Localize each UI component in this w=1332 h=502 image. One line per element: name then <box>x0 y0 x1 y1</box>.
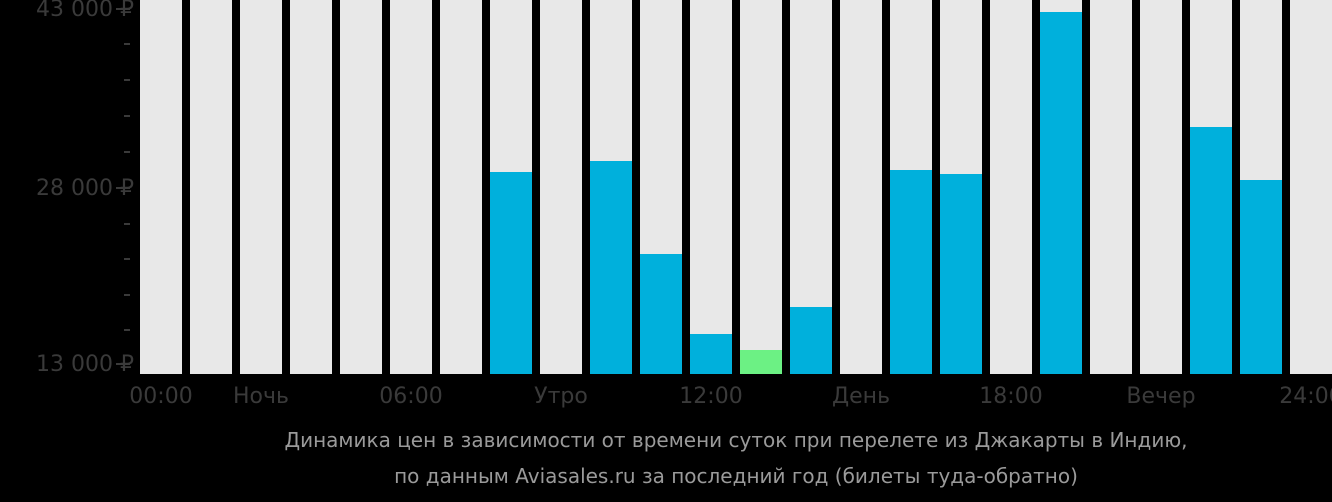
x-tick-label: Ночь <box>233 384 289 409</box>
y-major-tick <box>116 363 130 365</box>
y-tick-label: 43 000 ₽ <box>36 0 134 22</box>
bar-hour-08[interactable] <box>540 0 582 374</box>
bar-hour-04[interactable] <box>340 0 382 374</box>
x-tick-label: 18:00 <box>979 384 1043 409</box>
x-tick-label: 00:00 <box>129 384 193 409</box>
bar-value <box>790 306 832 374</box>
bar-hour-18[interactable] <box>1040 0 1082 374</box>
bar-hour-14[interactable] <box>840 0 882 374</box>
y-minor-tick <box>124 115 130 117</box>
bar-value <box>1040 12 1082 374</box>
x-tick-label: 06:00 <box>379 384 443 409</box>
bar-value <box>640 253 682 374</box>
bar-value-min <box>740 349 782 374</box>
x-tick-label: 24:00 <box>1279 384 1332 409</box>
bar-value <box>490 171 532 374</box>
y-major-tick <box>116 187 130 189</box>
y-tick-label: 28 000 ₽ <box>36 176 134 201</box>
bar-hour-00[interactable] <box>140 0 182 374</box>
y-minor-tick <box>124 43 130 45</box>
chart-caption-line1: Динамика цен в зависимости от времени су… <box>284 428 1188 452</box>
y-minor-tick <box>124 329 130 331</box>
bar-hour-01[interactable] <box>190 0 232 374</box>
bar-hour-03[interactable] <box>290 0 332 374</box>
y-major-tick <box>116 8 130 10</box>
bar-hour-17[interactable] <box>990 0 1032 374</box>
bar-value <box>590 161 632 374</box>
x-tick-label: 12:00 <box>679 384 743 409</box>
bar-hour-23[interactable] <box>1290 0 1332 374</box>
bar-hour-05[interactable] <box>390 0 432 374</box>
bar-hour-13[interactable] <box>790 0 832 374</box>
bar-value <box>890 170 932 374</box>
y-minor-tick <box>124 151 130 153</box>
bar-hour-20[interactable] <box>1140 0 1182 374</box>
x-tick-label: Утро <box>534 384 588 409</box>
y-tick-label: 13 000 ₽ <box>36 352 134 377</box>
bar-hour-22[interactable] <box>1240 0 1282 374</box>
y-minor-tick <box>124 223 130 225</box>
bar-value <box>1190 127 1232 374</box>
x-tick-label: Вечер <box>1126 384 1196 409</box>
x-tick-label: День <box>831 384 891 409</box>
chart-caption-line2: по данным Aviasales.ru за последний год … <box>394 464 1078 488</box>
bar-hour-12[interactable] <box>740 0 782 374</box>
bar-hour-10[interactable] <box>640 0 682 374</box>
y-minor-tick <box>124 79 130 81</box>
bar-hour-19[interactable] <box>1090 0 1132 374</box>
bar-hour-02[interactable] <box>240 0 282 374</box>
bar-hour-21[interactable] <box>1190 0 1232 374</box>
bar-value <box>690 333 732 374</box>
bar-value <box>940 173 982 374</box>
bar-hour-16[interactable] <box>940 0 982 374</box>
bar-hour-07[interactable] <box>490 0 532 374</box>
y-minor-tick <box>124 258 130 260</box>
bar-hour-09[interactable] <box>590 0 632 374</box>
bar-hour-15[interactable] <box>890 0 932 374</box>
bar-value <box>1240 179 1282 374</box>
bar-hour-06[interactable] <box>440 0 482 374</box>
bar-hour-11[interactable] <box>690 0 732 374</box>
y-minor-tick <box>124 294 130 296</box>
